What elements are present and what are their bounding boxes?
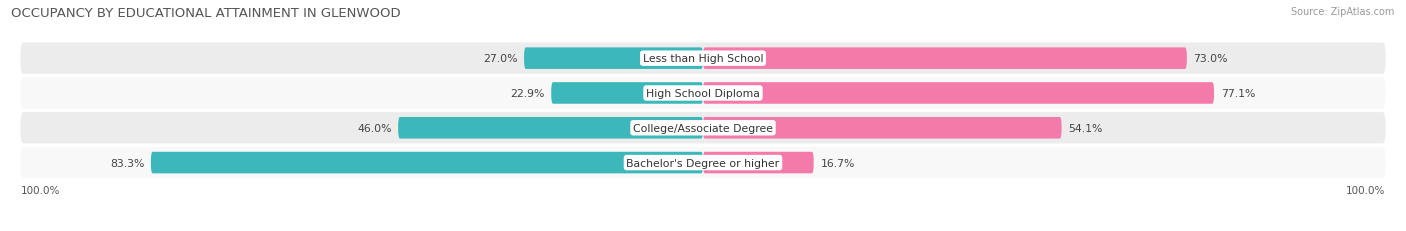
FancyBboxPatch shape (703, 152, 814, 174)
Text: Source: ZipAtlas.com: Source: ZipAtlas.com (1291, 7, 1395, 17)
Text: 73.0%: 73.0% (1194, 54, 1227, 64)
FancyBboxPatch shape (703, 83, 1213, 104)
FancyBboxPatch shape (703, 118, 1062, 139)
FancyBboxPatch shape (703, 48, 1187, 70)
Text: 22.9%: 22.9% (510, 88, 544, 99)
Text: OCCUPANCY BY EDUCATIONAL ATTAINMENT IN GLENWOOD: OCCUPANCY BY EDUCATIONAL ATTAINMENT IN G… (11, 7, 401, 20)
Text: High School Diploma: High School Diploma (647, 88, 759, 99)
FancyBboxPatch shape (20, 113, 1386, 144)
Text: Less than High School: Less than High School (643, 54, 763, 64)
FancyBboxPatch shape (150, 152, 703, 174)
Text: 83.3%: 83.3% (110, 158, 145, 168)
Text: 77.1%: 77.1% (1220, 88, 1256, 99)
FancyBboxPatch shape (20, 43, 1386, 75)
FancyBboxPatch shape (398, 118, 703, 139)
FancyBboxPatch shape (551, 83, 703, 104)
FancyBboxPatch shape (20, 78, 1386, 109)
Text: 46.0%: 46.0% (357, 123, 391, 133)
FancyBboxPatch shape (524, 48, 703, 70)
Text: 54.1%: 54.1% (1069, 123, 1102, 133)
Text: Bachelor's Degree or higher: Bachelor's Degree or higher (627, 158, 779, 168)
Text: 27.0%: 27.0% (482, 54, 517, 64)
Text: College/Associate Degree: College/Associate Degree (633, 123, 773, 133)
FancyBboxPatch shape (20, 147, 1386, 178)
Text: 16.7%: 16.7% (820, 158, 855, 168)
